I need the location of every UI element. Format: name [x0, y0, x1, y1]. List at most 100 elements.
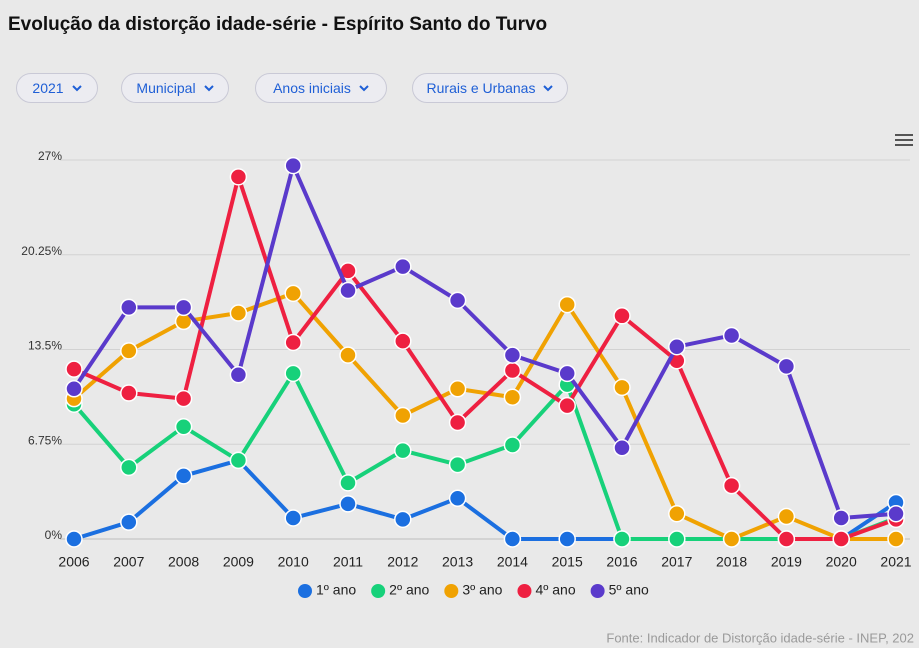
legend-swatch: [517, 584, 532, 598]
x-tick-label: 2015: [552, 554, 583, 570]
point: [339, 281, 357, 300]
point: [448, 489, 467, 508]
legend-label: 1º ano: [316, 582, 356, 598]
x-tick-label: 2019: [771, 554, 802, 570]
point: [722, 326, 741, 345]
point: [503, 436, 522, 454]
y-tick-label: 13.5%: [28, 339, 62, 353]
series-line: [72, 291, 896, 541]
point: [668, 337, 686, 356]
legend-swatch: [298, 584, 312, 598]
y-tick-label: 27%: [38, 149, 62, 163]
x-tick-label: 2006: [58, 554, 89, 570]
point: [394, 257, 412, 276]
series-line: [72, 371, 897, 541]
x-tick-label: 2012: [387, 554, 418, 570]
point: [229, 366, 248, 384]
legend-label: 4º ano: [535, 582, 575, 598]
legend-label: 3º ano: [462, 582, 502, 598]
point: [613, 378, 631, 397]
point: [120, 342, 138, 360]
point: [394, 406, 412, 425]
point: [339, 346, 357, 364]
legend-swatch: [444, 584, 459, 598]
point: [558, 530, 576, 548]
legend-swatch: [371, 584, 386, 598]
point: [284, 364, 302, 383]
point: [284, 509, 302, 527]
point: [448, 455, 467, 474]
x-tick-label: 2013: [442, 554, 473, 570]
point: [503, 346, 522, 364]
point: [229, 304, 248, 322]
point: [503, 361, 522, 380]
point: [722, 476, 741, 495]
x-tick-label: 2008: [168, 554, 199, 570]
point: [284, 284, 302, 303]
point: [394, 510, 412, 529]
legend-label: 2º ano: [389, 582, 429, 598]
point: [887, 530, 905, 548]
series-line: [73, 174, 897, 541]
x-tick-label: 2009: [223, 554, 254, 570]
stage-dropdown[interactable]: Anos iniciais: [255, 73, 387, 103]
point: [558, 295, 576, 314]
point: [613, 439, 631, 457]
legend-item: 5º ano: [590, 582, 649, 598]
x-tick-label: 2018: [716, 554, 747, 570]
point: [339, 495, 357, 513]
dropdown-label: Rurais e Urbanas: [426, 80, 536, 96]
x-tick-label: 2016: [606, 554, 637, 570]
legend-item: 3º ano: [444, 582, 503, 598]
point: [503, 388, 522, 406]
point: [120, 513, 138, 531]
point: [394, 441, 412, 460]
y-tick-label: 20.25%: [21, 244, 62, 258]
point: [229, 168, 248, 186]
year-dropdown[interactable]: 2021: [16, 73, 98, 103]
point: [448, 291, 467, 310]
point: [777, 357, 796, 376]
point: [613, 530, 631, 548]
point: [887, 504, 905, 523]
point: [120, 298, 138, 317]
point: [722, 530, 741, 548]
legend-label: 5º ano: [609, 582, 649, 598]
point: [339, 474, 357, 492]
point: [65, 380, 83, 398]
x-tick-label: 2014: [497, 554, 528, 570]
x-tick-label: 2021: [880, 554, 911, 570]
point: [668, 504, 686, 523]
legend-item: 2º ano: [371, 582, 430, 598]
point: [65, 530, 83, 548]
y-tick-label: 6.75%: [28, 433, 62, 447]
series: [65, 284, 905, 548]
x-tick-label: 2020: [826, 554, 857, 570]
x-tick-label: 2011: [333, 554, 363, 570]
page-title: Evolução da distorção idade-série - Espí…: [8, 14, 548, 35]
point: [832, 509, 850, 527]
point: [174, 417, 193, 436]
dropdown-label: Anos iniciais: [273, 80, 351, 96]
point: [65, 360, 83, 378]
level-dropdown[interactable]: Municipal: [121, 73, 229, 103]
legend-item: 4º ano: [517, 582, 576, 598]
legend-item: 1º ano: [298, 582, 356, 598]
point: [229, 451, 248, 470]
series: [65, 168, 905, 548]
point: [284, 156, 302, 175]
location-dropdown[interactable]: Rurais e Urbanas: [412, 73, 568, 103]
point: [174, 467, 193, 485]
chevron: [359, 84, 369, 91]
point: [448, 380, 467, 398]
point: [120, 384, 138, 402]
point: [613, 307, 631, 325]
point: [668, 530, 686, 548]
x-tick-label: 2017: [661, 554, 692, 570]
menu-icon[interactable]: [895, 134, 913, 146]
point: [120, 458, 138, 477]
chevron: [203, 84, 214, 91]
point: [503, 530, 522, 548]
